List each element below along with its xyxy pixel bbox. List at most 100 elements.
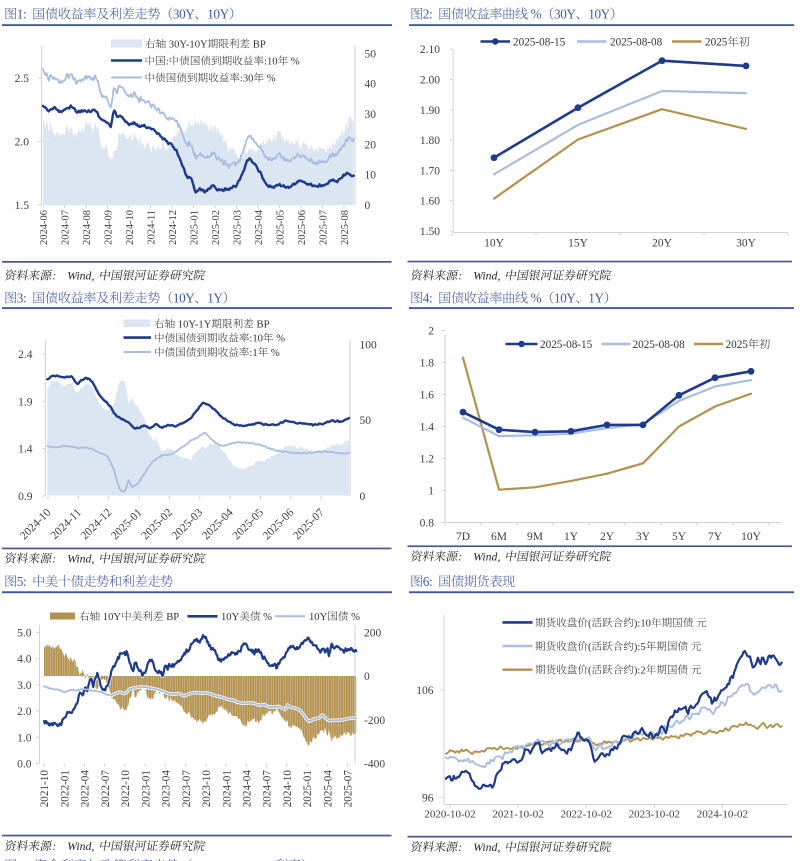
svg-text:96: 96 [422,792,434,804]
svg-text:2025-03: 2025-03 [233,210,244,245]
svg-text:2025: 2025 [726,339,749,351]
svg-text:2021-10-02: 2021-10-02 [492,809,543,821]
svg-text:5:: 5: [17,574,26,589]
svg-text:3.0: 3.0 [17,680,32,692]
svg-text:(: ( [588,618,592,629]
svg-text:2:: 2: [423,7,432,22]
svg-text::10: :10 [264,57,278,68]
svg-text:10Y: 10Y [103,612,122,623]
svg-text:Wind,: Wind, [473,840,500,854]
svg-text:2024-06: 2024-06 [39,210,50,245]
svg-text:2025-02: 2025-02 [211,210,222,245]
svg-text:10Y: 10Y [207,7,229,22]
svg-text::: : [52,269,56,283]
svg-text:Wind,: Wind, [67,552,94,566]
svg-text:1.8: 1.8 [420,358,435,370]
svg-text:6:: 6: [423,574,432,589]
svg-text:1.90: 1.90 [420,105,440,117]
svg-text:2023-07: 2023-07 [181,770,193,808]
svg-text:2025-08-15: 2025-08-15 [540,339,593,351]
svg-text:50: 50 [365,48,377,60]
svg-text:2025-04: 2025-04 [322,770,334,808]
svg-text:10Y: 10Y [484,238,505,250]
svg-text:5.0: 5.0 [17,628,32,640]
svg-text:40: 40 [365,79,377,91]
svg-text:2024-07: 2024-07 [262,770,274,808]
svg-text:30Y: 30Y [554,7,576,22]
svg-text:4:: 4: [423,291,432,306]
svg-text:20: 20 [365,139,377,151]
svg-text:1.4: 1.4 [18,444,33,456]
svg-text:30: 30 [365,109,377,121]
svg-text:1Y: 1Y [588,291,604,306]
svg-text:7Y: 7Y [708,531,723,543]
svg-text:%: % [276,334,285,345]
svg-text:1.80: 1.80 [420,135,440,147]
svg-text:10Y: 10Y [309,612,328,623]
svg-text:2025-08: 2025-08 [340,210,351,245]
svg-text:Wind,: Wind, [473,269,500,283]
svg-text::: : [458,840,462,854]
svg-text::: : [458,269,462,283]
svg-text:%: % [351,612,360,623]
svg-text:2023-10-02: 2023-10-02 [629,809,680,821]
svg-text:2025-06: 2025-06 [297,210,308,245]
svg-text::30: :30 [240,74,254,85]
svg-text:0: 0 [360,491,366,503]
svg-text:9M: 9M [527,531,543,543]
svg-text:10Y: 10Y [588,7,610,22]
svg-text::10: :10 [249,334,263,345]
svg-text:2022-01: 2022-01 [59,770,71,807]
svg-text::: : [166,57,169,68]
svg-text:1.0: 1.0 [17,732,32,744]
svg-text:2022-10: 2022-10 [120,770,132,808]
svg-text:1.6: 1.6 [420,390,435,402]
svg-text:200: 200 [364,628,382,640]
svg-text:30Y: 30Y [173,7,195,22]
svg-text:):2: ):2 [634,665,646,676]
svg-text:10: 10 [365,170,377,182]
svg-text:2023-01: 2023-01 [140,770,152,807]
svg-text:5Y: 5Y [672,531,687,543]
svg-text:%: % [263,612,272,623]
svg-text:2025-01: 2025-01 [302,770,314,807]
svg-text:6M: 6M [491,531,507,543]
svg-text:(: ( [588,642,592,653]
svg-text:1.4: 1.4 [420,422,435,434]
svg-text:2.10: 2.10 [420,44,440,56]
svg-text:15Y: 15Y [568,238,589,250]
svg-text:BP: BP [257,320,270,331]
svg-text:BP: BP [253,40,266,51]
svg-text:1Y: 1Y [207,291,223,306]
svg-text:2023-04: 2023-04 [161,770,173,808]
svg-text:DR007: DR007 [193,858,232,861]
svg-text:106: 106 [416,685,434,697]
svg-text:1.2: 1.2 [420,454,435,466]
svg-text:0: 0 [364,671,370,683]
svg-text:):10: ):10 [634,618,651,629]
svg-text:-200: -200 [364,715,385,727]
svg-text:2.0: 2.0 [17,706,32,718]
svg-text:3Y: 3Y [636,531,651,543]
svg-text::1: :1 [249,348,257,359]
svg-text:10Y: 10Y [554,291,576,306]
svg-text:(: ( [588,665,592,676]
svg-text:2024-08: 2024-08 [82,210,93,245]
svg-text:2: 2 [428,326,434,338]
svg-text:30Y-10Y: 30Y-10Y [169,40,208,51]
svg-text:10Y: 10Y [173,291,195,306]
svg-text:BP: BP [166,612,179,623]
svg-text:2.0: 2.0 [15,137,30,149]
svg-text:1.50: 1.50 [420,226,440,238]
svg-text:2Y: 2Y [600,531,615,543]
svg-text:2020-10-02: 2020-10-02 [424,809,475,821]
svg-text:20Y: 20Y [652,238,673,250]
svg-text:2025-08-08: 2025-08-08 [610,37,663,49]
svg-text::: : [52,552,56,566]
svg-text:2025-05: 2025-05 [276,210,287,245]
svg-text:10Y: 10Y [221,612,240,623]
svg-text:7:: 7: [17,858,27,861]
svg-text:2024-04: 2024-04 [242,770,254,808]
svg-text:2024-07: 2024-07 [61,210,72,245]
svg-text:OMO: OMO [244,858,275,861]
